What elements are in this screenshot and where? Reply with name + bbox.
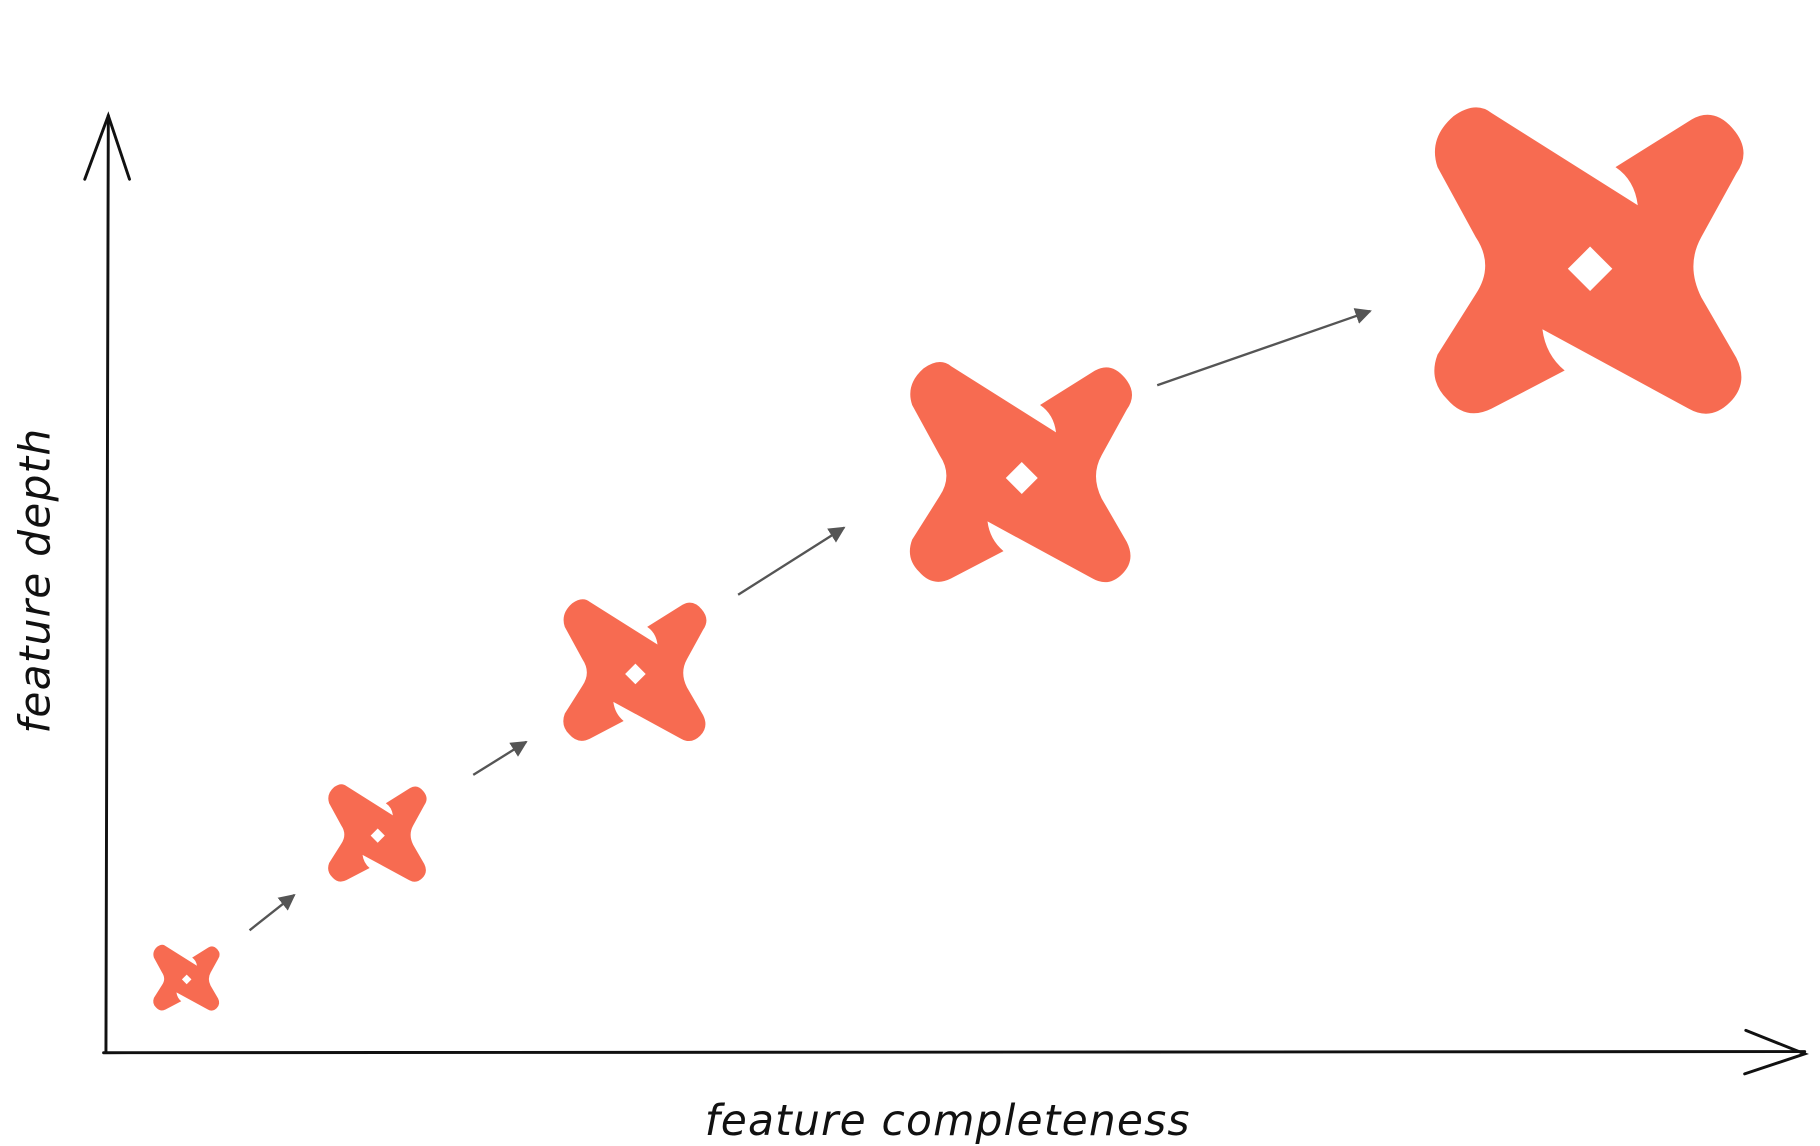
dbt-logo-icon [909, 362, 1133, 583]
dbt-logo-icon [153, 944, 220, 1011]
progress-arrow [248, 893, 296, 932]
y-axis [83, 111, 131, 1054]
progress-arrow [737, 526, 846, 596]
progress-arrow [1156, 308, 1372, 387]
y-axis-label: feature depth [10, 428, 59, 734]
progress-arrow [472, 740, 528, 776]
dbt-logo-icon [328, 784, 427, 882]
x-axis-label: feature completeness [705, 1096, 1191, 1145]
dbt-logo-icon [1434, 107, 1744, 414]
x-axis [102, 1028, 1809, 1076]
dbt-logo-icon [563, 599, 707, 742]
